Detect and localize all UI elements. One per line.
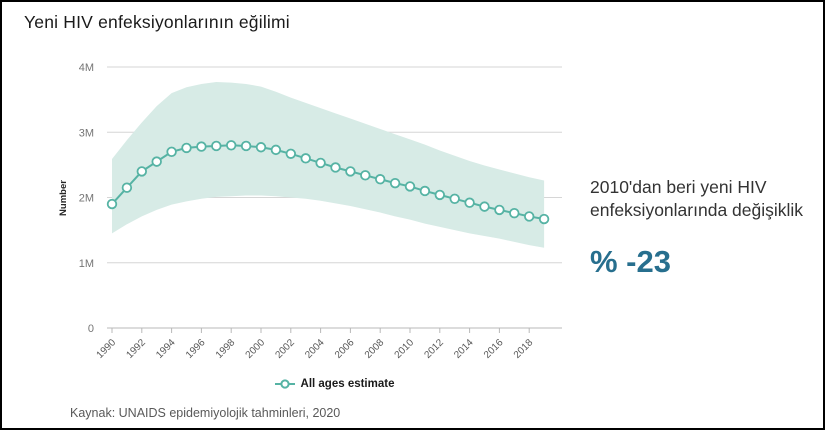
x-tick-label: 1990 (95, 337, 119, 361)
legend-marker-icon (274, 379, 295, 389)
data-point-2019[interactable] (538, 213, 550, 225)
x-tick-label: 2018 (512, 337, 536, 361)
x-tick-label: 2000 (244, 337, 268, 361)
x-tick-label: 2014 (452, 337, 476, 361)
data-point-1996[interactable] (196, 141, 207, 152)
x-tick-label: 2016 (482, 337, 506, 361)
data-point-2002[interactable] (285, 148, 297, 159)
data-point-1998[interactable] (225, 140, 237, 151)
y-tick-label: 4M (79, 62, 94, 74)
y-tick-label: 2M (79, 193, 94, 205)
x-tick-label: 2004 (303, 337, 327, 361)
data-point-2013[interactable] (449, 193, 460, 205)
page-title: Yeni HIV enfeksiyonlarının eğilimi (24, 12, 290, 32)
data-point-1997[interactable] (211, 140, 222, 152)
data-point-1993[interactable] (151, 156, 162, 167)
data-point-2017[interactable] (509, 207, 520, 219)
data-point-1999[interactable] (240, 140, 252, 152)
stat-label: 2010'dan beri yeni HIV enfeksiyonlarında… (590, 177, 804, 221)
y-tick-label: 3M (79, 127, 94, 139)
x-tick-label: 2002 (273, 337, 297, 361)
data-point-2009[interactable] (389, 177, 401, 189)
data-point-2012[interactable] (434, 189, 446, 201)
data-point-2004[interactable] (315, 157, 326, 169)
y-tick-label: 0 (88, 323, 94, 335)
y-tick-label: 1M (79, 258, 94, 270)
data-point-1995[interactable] (181, 142, 192, 154)
data-point-2011[interactable] (419, 185, 431, 197)
data-point-1994[interactable] (166, 146, 177, 158)
data-point-1992[interactable] (136, 166, 148, 177)
x-tick-label: 2010 (393, 337, 417, 361)
data-point-2003[interactable] (300, 153, 311, 164)
x-tick-label: 1994 (154, 337, 178, 361)
x-tick-label: 2012 (422, 337, 446, 361)
data-point-2008[interactable] (375, 174, 386, 185)
legend-label: All ages estimate (300, 378, 395, 390)
stat-value: % -23 (590, 244, 671, 280)
data-point-2016[interactable] (494, 204, 505, 216)
data-point-2014[interactable] (464, 197, 475, 208)
data-point-2010[interactable] (404, 181, 416, 192)
data-point-1990[interactable] (106, 198, 118, 210)
x-tick-label: 1992 (124, 337, 148, 361)
y-axis-title: Number (58, 180, 69, 216)
data-point-2005[interactable] (330, 162, 341, 173)
x-tick-label: 2008 (363, 337, 387, 361)
stat-block: 2010'dan beri yeni HIV enfeksiyonlarında… (590, 176, 823, 280)
data-point-2015[interactable] (479, 201, 490, 212)
x-tick-label: 2006 (333, 337, 357, 361)
source-note: Kaynak: UNAIDS epidemiyolojik tahminleri… (70, 406, 341, 420)
data-point-2000[interactable] (255, 142, 267, 153)
x-tick-label: 1998 (214, 337, 238, 361)
data-point-2001[interactable] (270, 144, 282, 156)
data-point-1991[interactable] (121, 182, 133, 193)
data-point-2006[interactable] (345, 166, 356, 177)
data-point-2007[interactable] (360, 170, 371, 181)
x-tick-label: 1996 (184, 337, 208, 361)
data-point-2018[interactable] (524, 211, 535, 222)
legend[interactable]: All ages estimate (107, 378, 562, 390)
